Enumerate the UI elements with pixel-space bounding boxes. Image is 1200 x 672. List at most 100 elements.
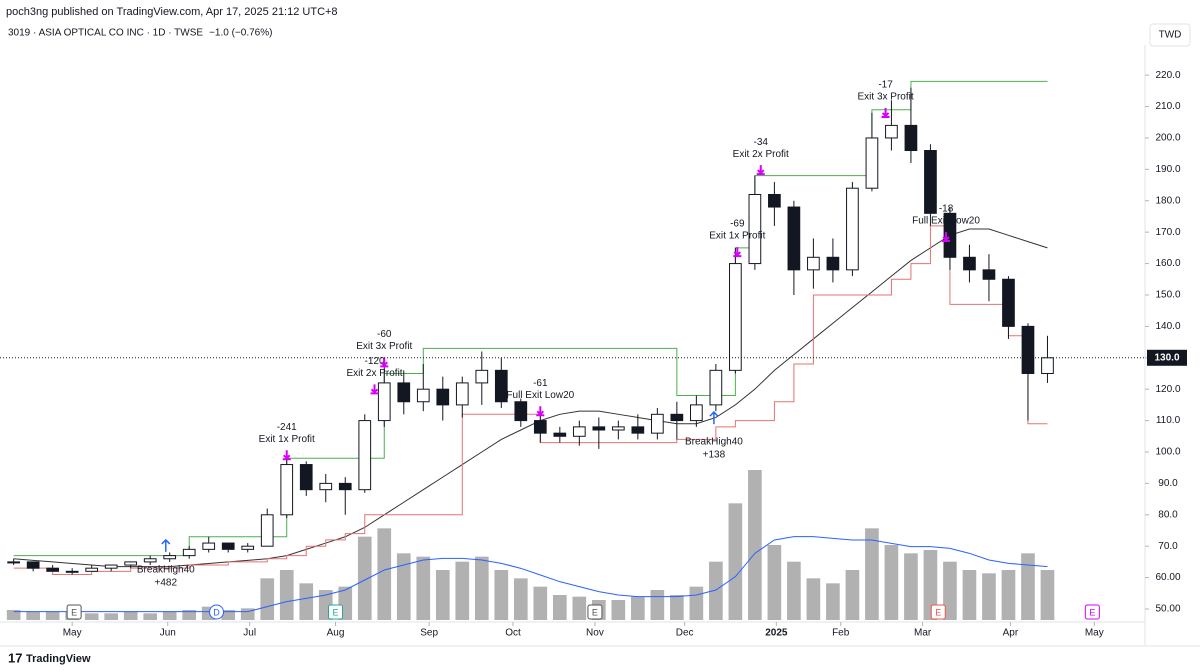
volume-bar bbox=[826, 583, 840, 620]
symbol: 3019 · ASIA OPTICAL CO INC · 1D · TWSE bbox=[8, 28, 203, 39]
candle-body bbox=[553, 432, 567, 437]
volume-bar bbox=[474, 556, 489, 620]
candle-body bbox=[455, 382, 469, 406]
candles bbox=[7, 87, 1054, 575]
annotation-pnl: +138 bbox=[703, 450, 726, 461]
x-tick-label: Apr bbox=[1003, 628, 1019, 639]
exit-arrow bbox=[756, 165, 765, 176]
volume-bar bbox=[1001, 570, 1016, 620]
candle-body bbox=[885, 124, 898, 139]
exit-arrow bbox=[881, 107, 890, 118]
candle-body bbox=[650, 413, 664, 434]
candle-body bbox=[963, 256, 976, 271]
event-letter: E bbox=[332, 607, 338, 617]
y-tick-label: 180.0 bbox=[1155, 195, 1180, 206]
event-letter: E bbox=[935, 607, 941, 617]
x-tick-label: Jul bbox=[243, 628, 256, 639]
axes: 50.00 60.00 70.0 80.0 90.0 100.0 110.0 120.0 130… bbox=[0, 70, 1187, 639]
candle-body bbox=[416, 388, 430, 403]
volume-bar bbox=[396, 553, 411, 620]
x-tick-label: Oct bbox=[505, 628, 521, 639]
candle-body bbox=[924, 150, 937, 214]
candle-body bbox=[280, 464, 294, 516]
volume-bar bbox=[865, 528, 879, 620]
y-tick-label: 220.0 bbox=[1155, 70, 1180, 81]
volume-bar bbox=[806, 578, 821, 620]
volume-bar bbox=[884, 545, 899, 620]
volume-bar bbox=[904, 553, 918, 620]
volume-bar bbox=[631, 596, 645, 620]
volume-bar bbox=[787, 561, 801, 620]
event-letter: E bbox=[1089, 607, 1095, 617]
volume-bar bbox=[240, 608, 255, 620]
x-tick-label: May bbox=[1085, 628, 1104, 639]
y-tick-label: 140.0 bbox=[1155, 321, 1180, 332]
volume-bar bbox=[923, 550, 938, 620]
volume-bar bbox=[123, 611, 138, 620]
candle-body bbox=[1021, 325, 1035, 374]
volume-bar bbox=[260, 578, 275, 620]
volume-bar bbox=[533, 586, 548, 620]
entry-arrow bbox=[709, 411, 719, 425]
annotation-pnl: -69 bbox=[730, 219, 745, 230]
event-marker bbox=[930, 604, 946, 620]
volume-bar bbox=[143, 613, 158, 620]
candle-body bbox=[592, 426, 606, 431]
candle-body bbox=[494, 369, 508, 403]
volume-pane bbox=[6, 470, 1055, 620]
annotation-text: Exit 2x Profit bbox=[733, 149, 789, 160]
candle-body bbox=[143, 558, 157, 563]
volume-bar bbox=[572, 596, 587, 620]
candle-body bbox=[377, 382, 391, 422]
annotation-text: Full Exit Low20 bbox=[506, 390, 574, 401]
volume-bar bbox=[455, 561, 470, 620]
y-tick-label: 100.0 bbox=[1155, 447, 1180, 458]
candle-body bbox=[299, 464, 313, 491]
indicator-lines bbox=[13, 80, 1048, 575]
volume-bar bbox=[611, 600, 626, 620]
annotation-pnl: -61 bbox=[533, 378, 548, 389]
volume-ma bbox=[13, 536, 1048, 613]
event-letter: D bbox=[213, 607, 220, 617]
candle-body bbox=[7, 561, 21, 564]
candle-body bbox=[1041, 357, 1054, 374]
annotation-pnl: -18 bbox=[939, 204, 954, 215]
volume-bar bbox=[221, 610, 236, 620]
exit-arrow bbox=[282, 450, 291, 461]
candle-body bbox=[475, 369, 489, 384]
volume-bar bbox=[1021, 553, 1035, 620]
candle-body bbox=[943, 212, 957, 258]
candle-body bbox=[631, 426, 645, 434]
candle-body bbox=[241, 545, 255, 550]
volume-bar bbox=[377, 528, 392, 620]
annotation-text: Exit 1x Profit bbox=[259, 434, 315, 445]
exit-arrow bbox=[380, 357, 389, 368]
annotation-text: BreakHigh40 bbox=[137, 565, 195, 576]
candle-body bbox=[358, 420, 372, 491]
candle-body bbox=[826, 256, 840, 271]
volume-bar bbox=[709, 561, 723, 620]
candle-body bbox=[338, 482, 352, 491]
event-marker bbox=[328, 604, 344, 620]
event-letter: E bbox=[71, 607, 77, 617]
candle-body bbox=[572, 426, 586, 437]
candle-body bbox=[768, 193, 781, 208]
volume-bar bbox=[513, 578, 528, 620]
y-tick-label: 170.0 bbox=[1155, 227, 1180, 238]
volume-bar bbox=[45, 611, 60, 620]
volume-bar bbox=[1040, 570, 1055, 620]
volume-bar bbox=[962, 570, 977, 620]
candle-body bbox=[104, 564, 118, 569]
y-tick-label: 110.0 bbox=[1156, 415, 1181, 426]
candle-body bbox=[85, 567, 99, 572]
candle-body bbox=[865, 137, 879, 189]
volume-bar bbox=[6, 610, 21, 620]
y-tick-label: 160.0 bbox=[1155, 258, 1180, 269]
exit-arrow bbox=[942, 232, 951, 243]
event-marker bbox=[66, 604, 82, 620]
last-price-box bbox=[1147, 349, 1187, 366]
candle-body bbox=[846, 187, 859, 271]
volume-bar bbox=[494, 570, 509, 620]
volume-bar bbox=[943, 561, 957, 620]
